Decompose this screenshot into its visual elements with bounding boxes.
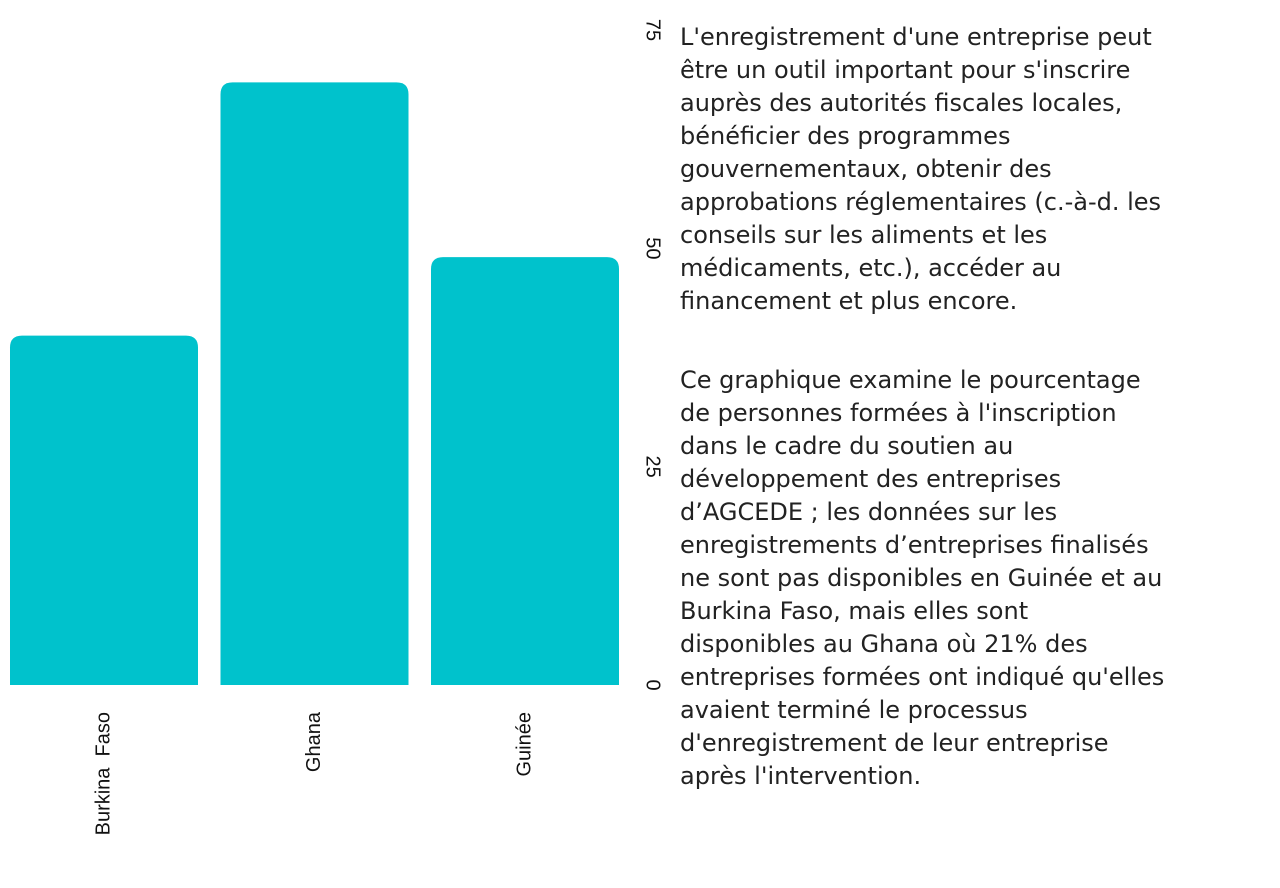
description-line: développement des entreprises [680, 465, 1061, 493]
description-line: approbations réglementaires (c.-à-d. les [680, 188, 1161, 216]
description-line: L'enregistrement d'une entreprise peut [680, 23, 1152, 51]
description-line: avaient terminé le processus [680, 696, 1028, 724]
description-line: d'enregistrement de leur entreprise [680, 729, 1109, 757]
description-line: gouvernementaux, obtenir des [680, 155, 1052, 183]
description-line: d’AGCEDE ; les données sur les [680, 498, 1057, 526]
x-tick-label: Guinée [513, 712, 535, 777]
description-line: bénéficier des programmes [680, 122, 1010, 150]
bar [220, 82, 409, 685]
description-line: médicaments, etc.), accéder au [680, 254, 1061, 282]
description-line: être un outil important pour s'inscrire [680, 56, 1130, 84]
bar [431, 257, 619, 685]
description-line: Ce graphique examine le pourcentage [680, 366, 1141, 394]
description-line: financement et plus encore. [680, 287, 1017, 315]
y-tick-label: 0 [642, 679, 664, 690]
x-tick-label: Burkina Faso [92, 712, 114, 835]
description-line: ne sont pas disponibles en Guinée et au [680, 564, 1162, 592]
bar [10, 335, 198, 685]
description-line: après l'intervention. [680, 762, 921, 790]
y-tick-label: 25 [642, 456, 664, 478]
description-line: disponibles au Ghana où 21% des [680, 630, 1088, 658]
description-line: dans le cadre du soutien au [680, 432, 1013, 460]
description-line: conseils sur les aliments et les [680, 221, 1047, 249]
description-line: enregistrements d’entreprises finalisés [680, 531, 1149, 559]
description-line: Burkina Faso, mais elles sont [680, 597, 1028, 625]
description-line: de personnes formées à l'inscription [680, 399, 1117, 427]
y-tick-label: 75 [642, 19, 664, 41]
y-tick-label: 50 [642, 237, 664, 259]
description-line: auprès des autorités fiscales locales, [680, 89, 1122, 117]
x-tick-label: Ghana [303, 711, 325, 772]
description-line: entreprises formées ont indiqué qu'elles [680, 663, 1164, 691]
